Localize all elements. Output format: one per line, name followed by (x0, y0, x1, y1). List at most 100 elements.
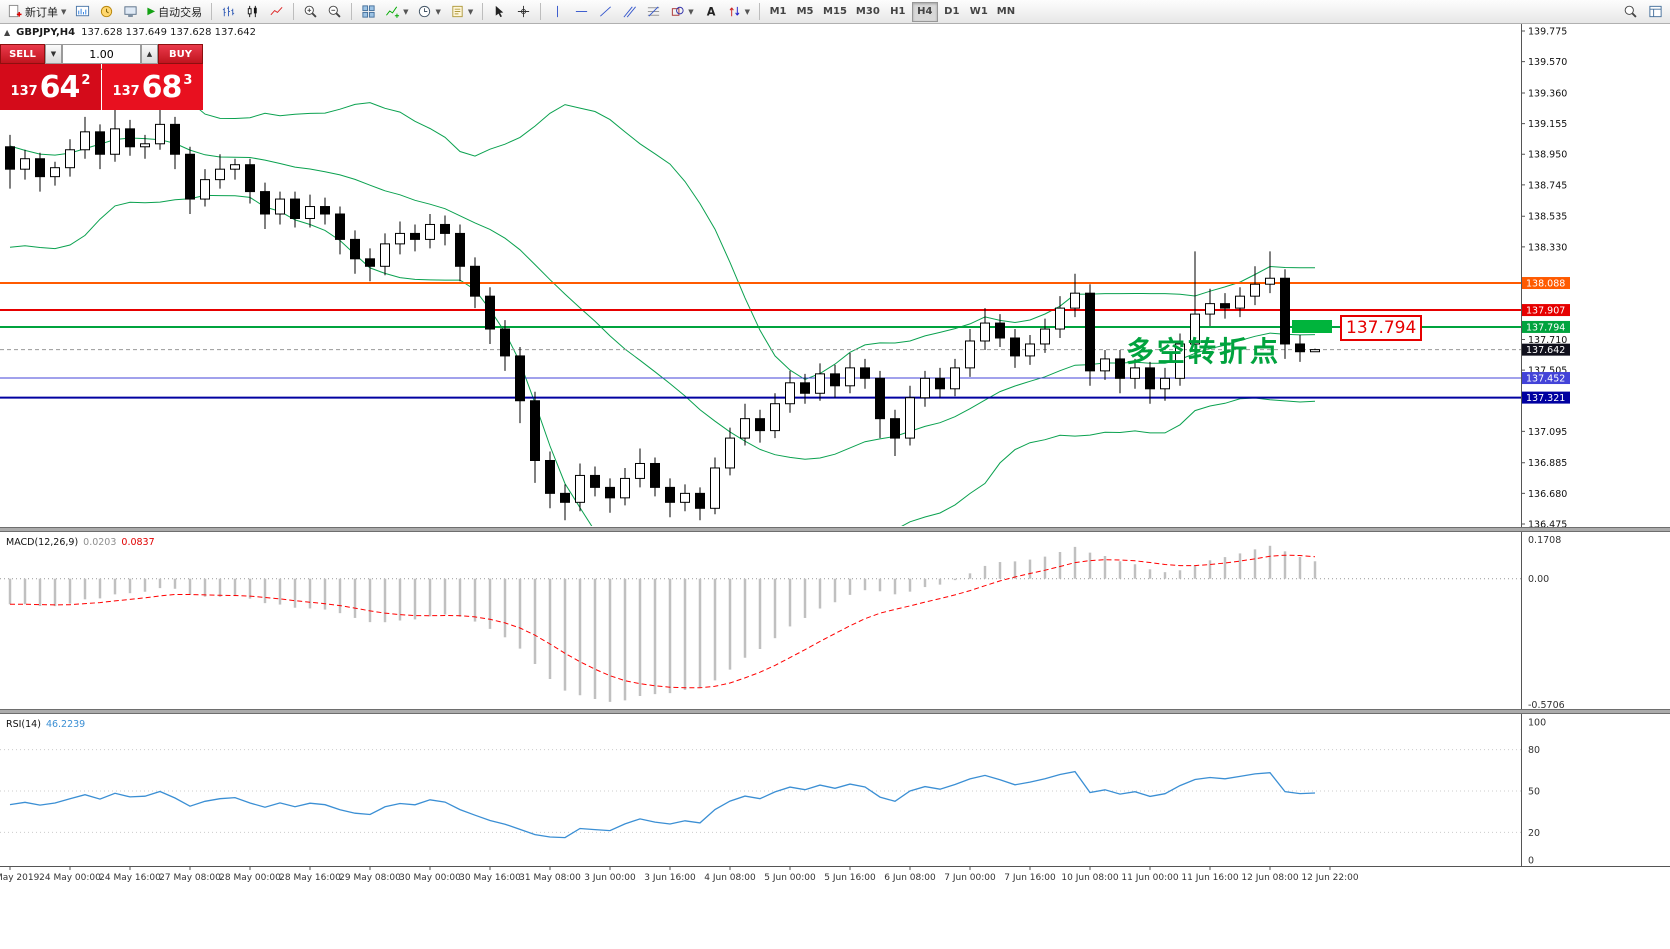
buy-button[interactable]: BUY (158, 44, 203, 64)
chevron-down-icon: ▼ (435, 7, 441, 16)
svg-text:137.794: 137.794 (1526, 322, 1565, 333)
trendline-tool-button[interactable] (594, 2, 617, 22)
timeframe-mn-button[interactable]: MN (993, 2, 1019, 22)
toolbar-right-group (1619, 2, 1667, 22)
templates-icon (452, 5, 463, 18)
sell-price-panel[interactable]: 137 64 2 (0, 64, 101, 110)
price-axis-flag (1522, 277, 1570, 290)
main-plot-area (0, 44, 1521, 526)
shapes-tool-button[interactable]: ▼ (666, 2, 697, 22)
svg-text:0: 0 (1528, 856, 1534, 867)
svg-text:136.885: 136.885 (1528, 458, 1567, 469)
symbol-icon: ▲ (4, 28, 11, 37)
svg-text:12 Jun 08:00: 12 Jun 08:00 (1241, 873, 1298, 883)
one-click-price-row: 137 64 2 137 68 3 (0, 64, 203, 110)
svg-text:6 Jun 08:00: 6 Jun 08:00 (884, 873, 936, 883)
svg-text:138.745: 138.745 (1528, 180, 1567, 191)
timeframe-d1-button[interactable]: D1 (939, 2, 965, 22)
search-button[interactable] (1619, 2, 1642, 22)
toolbar-separator (211, 3, 213, 20)
svg-text:3 Jun 00:00: 3 Jun 00:00 (584, 873, 636, 883)
timeframe-w1-button[interactable]: W1 (966, 2, 992, 22)
timeframe-m1-button[interactable]: M1 (765, 2, 791, 22)
macd-signal-line (10, 554, 1316, 689)
svg-text:7 Jun 16:00: 7 Jun 16:00 (1004, 873, 1056, 883)
svg-text:138.535: 138.535 (1528, 212, 1567, 223)
shapes-icon (672, 6, 684, 16)
fibonacci-icon (648, 6, 660, 17)
svg-text:12 Jun 22:00: 12 Jun 22:00 (1301, 873, 1358, 883)
zoom-in-icon (304, 5, 317, 18)
text-tool-button[interactable]: A (699, 2, 722, 22)
svg-text:136.680: 136.680 (1528, 489, 1567, 500)
periods-button[interactable]: ▼ (413, 2, 444, 22)
sell-button[interactable]: SELL (0, 44, 45, 64)
chevron-down-icon: ▼ (688, 7, 694, 16)
toolbar-separator (759, 3, 761, 20)
play-icon: ▶ (147, 6, 156, 17)
toolbar-separator (293, 3, 295, 20)
timeframe-h4-button[interactable]: H4 (911, 1, 938, 22)
periods-icon (419, 5, 431, 18)
timeframe-m5-button[interactable]: M5 (792, 2, 818, 22)
price-tag-label[interactable]: 137.794 (1340, 315, 1423, 341)
timeframe-m30-button[interactable]: M30 (852, 2, 884, 22)
svg-text:24 May 16:00: 24 May 16:00 (99, 873, 161, 883)
svg-text:137.907: 137.907 (1526, 306, 1565, 317)
price-axis-flag (1522, 304, 1570, 317)
market-watch-button[interactable] (95, 2, 118, 22)
candlestick-chart-button[interactable] (241, 2, 264, 22)
macd-indicator-label: MACD(12,26,9) 0.0203 0.0837 (6, 537, 155, 548)
chevron-down-icon: ▼ (467, 7, 474, 16)
volume-decrease-button[interactable]: ▼ (45, 44, 62, 64)
auto-trading-button[interactable]: ▶ 自动交易 (143, 2, 206, 22)
chart-window-icon (76, 5, 90, 17)
turning-point-annotation[interactable]: 多空转折点 (1126, 335, 1282, 368)
svg-text:50: 50 (1528, 787, 1540, 798)
zoom-out-button[interactable] (323, 2, 346, 22)
vertical-line-tool-button[interactable] (546, 2, 569, 22)
tile-windows-button[interactable] (357, 2, 380, 22)
bar-chart-button[interactable] (217, 2, 240, 22)
svg-text:29 May 08:00: 29 May 08:00 (339, 873, 401, 883)
zoom-in-button[interactable] (299, 2, 322, 22)
terminal-button[interactable] (119, 2, 142, 22)
market-watch-icon (101, 5, 113, 18)
svg-text:28 May 00:00: 28 May 00:00 (219, 873, 281, 883)
line-chart-button[interactable] (265, 2, 288, 22)
svg-text:137.321: 137.321 (1526, 393, 1565, 404)
templates-button[interactable]: ▼ (446, 2, 477, 22)
timeframe-m15-button[interactable]: M15 (819, 2, 851, 22)
chart-window-button[interactable] (71, 2, 94, 22)
zoom-out-icon (328, 5, 341, 18)
crosshair-button[interactable] (512, 2, 535, 22)
buy-price-panel[interactable]: 137 68 3 (102, 64, 203, 110)
bar-chart-icon (222, 6, 235, 17)
volume-input[interactable] (62, 44, 141, 64)
green-zone-marker[interactable] (1292, 320, 1332, 333)
timeframe-h1-button[interactable]: H1 (885, 2, 911, 22)
arrows-tool-button[interactable]: ▼ (723, 2, 754, 22)
cursor-button[interactable] (488, 2, 511, 22)
new-order-button[interactable]: 新订单 ▼ (3, 2, 70, 22)
toolbar-separator (540, 3, 542, 20)
svg-text:136.475: 136.475 (1528, 519, 1567, 530)
fibonacci-tool-button[interactable] (642, 2, 665, 22)
rsi-indicator-label: RSI(14) 46.2239 (6, 719, 85, 730)
data-window-button[interactable] (1644, 2, 1667, 22)
svg-text:30 May 00:00: 30 May 00:00 (399, 873, 461, 883)
horizontal-line-tool-button[interactable] (570, 2, 593, 22)
svg-text:10 Jun 08:00: 10 Jun 08:00 (1061, 873, 1118, 883)
svg-text:80: 80 (1528, 745, 1540, 756)
svg-text:139.775: 139.775 (1528, 27, 1567, 38)
indicators-button[interactable]: ▼ (381, 2, 412, 22)
channel-tool-button[interactable] (618, 2, 641, 22)
svg-text:0.1708: 0.1708 (1528, 535, 1561, 546)
volume-increase-button[interactable]: ▲ (141, 44, 158, 64)
bollinger-band-line (9, 44, 1315, 381)
symbol-period-label: GBPJPY,H4 (16, 27, 76, 38)
svg-text:137.452: 137.452 (1526, 374, 1565, 385)
line-chart-icon (270, 6, 283, 16)
